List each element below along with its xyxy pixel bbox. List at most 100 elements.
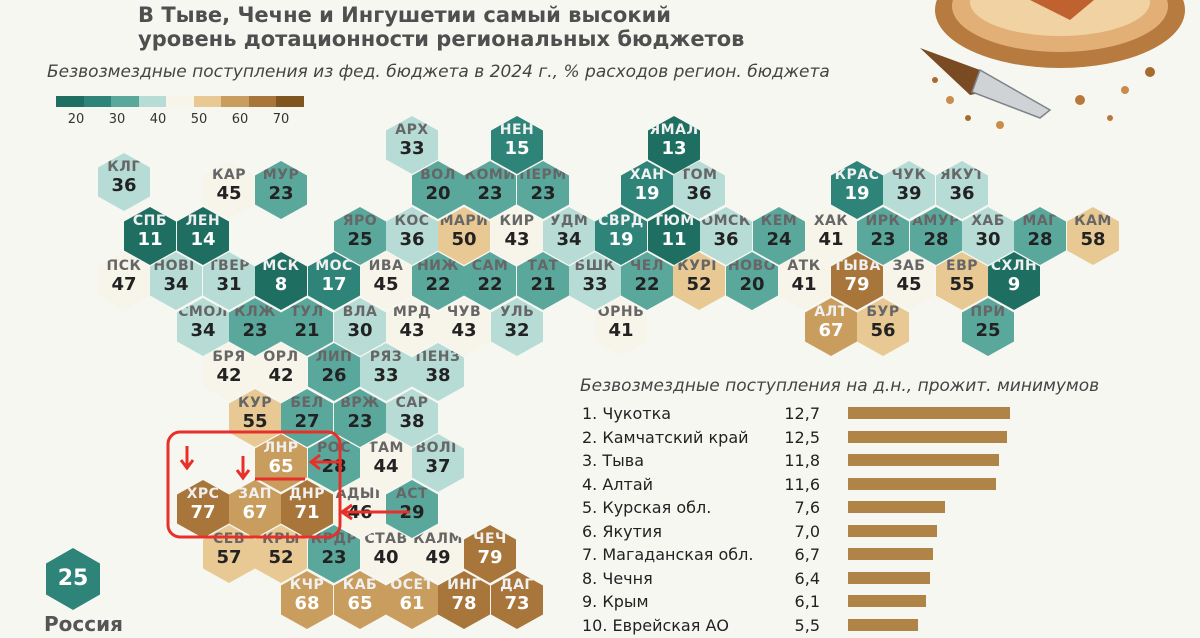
region-code: ВОЛ: [420, 167, 456, 183]
region-hex: НЕН 15: [491, 116, 543, 174]
ranking-label: 6. Якутия: [582, 521, 662, 541]
region-hex: РОС 28: [308, 434, 360, 492]
region-value: 23: [870, 229, 896, 250]
region-hex: АМУР 28: [910, 207, 962, 265]
region-value: 52: [268, 547, 294, 568]
region-code: ТЫВА: [833, 258, 881, 274]
region-hex: КЧР 68: [281, 571, 333, 629]
region-hex: КИР 43: [491, 207, 543, 265]
region-code: КУРГ: [677, 258, 721, 274]
region-code: ОСЕТ: [390, 577, 434, 593]
region-code: ТВЕР: [207, 258, 251, 274]
region-hex: КЛЖ 23: [229, 298, 281, 356]
region-hex: ЧУК 39: [883, 161, 935, 219]
region-value: 43: [451, 320, 477, 341]
region-value: 45: [216, 183, 242, 204]
region-value: 36: [399, 229, 425, 250]
region-hex: ТУЛ 21: [281, 298, 333, 356]
ranking-bar: [848, 548, 934, 560]
region-code: ПРИ: [970, 304, 1006, 320]
ranking-value: 11,8: [784, 451, 820, 470]
region-hex: СТАВ 40: [360, 525, 412, 583]
legend-swatch: [248, 96, 276, 107]
region-value: 65: [268, 456, 294, 477]
ranking-label: 5. Курская обл.: [582, 498, 712, 517]
region-hex: МАГ 28: [1014, 207, 1066, 265]
region-code: ЛИП: [315, 349, 353, 365]
region-hex: БУР 56: [857, 298, 909, 356]
legend-tick-label: 50: [190, 112, 208, 127]
region-value: 45: [373, 274, 399, 295]
region-code: МАРИ: [439, 213, 489, 229]
region-hex: РЯЗ 33: [360, 343, 412, 401]
region-hex: ОРЛ 42: [255, 343, 307, 401]
ranking-label: 3. Тыва: [582, 451, 644, 470]
region-value: 28: [1027, 229, 1053, 250]
region-value: 41: [818, 229, 844, 250]
region-value: 42: [216, 365, 242, 386]
region-hex: ПЕНЗ 38: [412, 343, 464, 401]
region-value: 36: [949, 183, 975, 204]
region-value: 21: [530, 274, 556, 295]
region-hex: СПБ 11: [124, 207, 176, 265]
region-value: 23: [530, 183, 556, 204]
region-code: КАМ: [1074, 213, 1112, 229]
region-code: ЗАП: [238, 486, 272, 502]
region-hex: СВРД 19: [595, 207, 647, 265]
ranking-value: 6,7: [794, 545, 820, 564]
region-hex: САР 38: [386, 389, 438, 447]
region-value: 78: [451, 593, 477, 614]
ranking-value: 11,6: [784, 474, 820, 494]
region-value: 34: [190, 320, 216, 341]
region-code: ОРНБ: [597, 304, 645, 320]
region-hex: ТАМ 44: [360, 434, 412, 492]
region-value: 19: [634, 183, 660, 204]
region-code: КАР: [211, 167, 247, 183]
legend-tick-label: 30: [108, 112, 126, 127]
region-hex: ОМСК 36: [700, 207, 752, 265]
region-hex: КАР 45: [203, 161, 255, 219]
region-value: 65: [347, 593, 373, 614]
ranking-bar: [848, 595, 926, 607]
region-hex: СМОЛ 34: [177, 298, 229, 356]
region-code: КЛГ: [107, 159, 141, 175]
region-code: КЛЖ: [234, 304, 276, 320]
region-code: АМУР: [912, 213, 960, 229]
region-code: АРХ: [395, 122, 429, 138]
region-code: ЛЕН: [185, 213, 221, 229]
region-value: 28: [321, 456, 347, 477]
region-hex: НОВГ 34: [150, 252, 202, 310]
region-code: НИЖ: [416, 258, 460, 274]
region-hex: МУР 23: [255, 161, 307, 219]
region-value: 49: [425, 547, 451, 568]
region-code: БУР: [866, 304, 900, 320]
region-value: 55: [242, 411, 268, 432]
region-hex: АЛТ 67: [805, 298, 857, 356]
region-code: ЧУВ: [446, 304, 482, 320]
ranking-label: 2. Камчатский край: [582, 427, 749, 447]
region-code: КАЛМ: [413, 531, 463, 547]
legend-swatch: [111, 96, 139, 107]
region-value: 13: [661, 138, 687, 159]
ranking-value: 12,7: [784, 404, 820, 423]
legend-swatch: [138, 96, 166, 107]
legend-tick-label: 40: [149, 112, 167, 127]
ranking-label: 7. Магаданская обл.: [582, 545, 754, 564]
region-code: ТОМ: [680, 167, 718, 183]
region-value: 32: [504, 320, 530, 341]
region-hex: САМ 22: [464, 252, 516, 310]
region-value: 46: [347, 502, 373, 523]
region-hex: НОВО 20: [726, 252, 778, 310]
region-value: 34: [556, 229, 582, 250]
ranking-bar: [848, 407, 1010, 419]
ranking-label: 9. Крым: [582, 592, 649, 611]
region-value: 11: [661, 229, 687, 250]
region-hex: КОМИ 23: [464, 161, 516, 219]
region-hex: ЛНР 65: [255, 434, 307, 492]
region-hex: ПРИ 25: [962, 298, 1014, 356]
region-value: 21: [294, 320, 320, 341]
region-code: ДАГ: [500, 577, 534, 593]
region-value: 8: [274, 274, 288, 295]
region-value: 37: [425, 456, 451, 477]
region-hex: ХРС 77: [177, 480, 229, 538]
